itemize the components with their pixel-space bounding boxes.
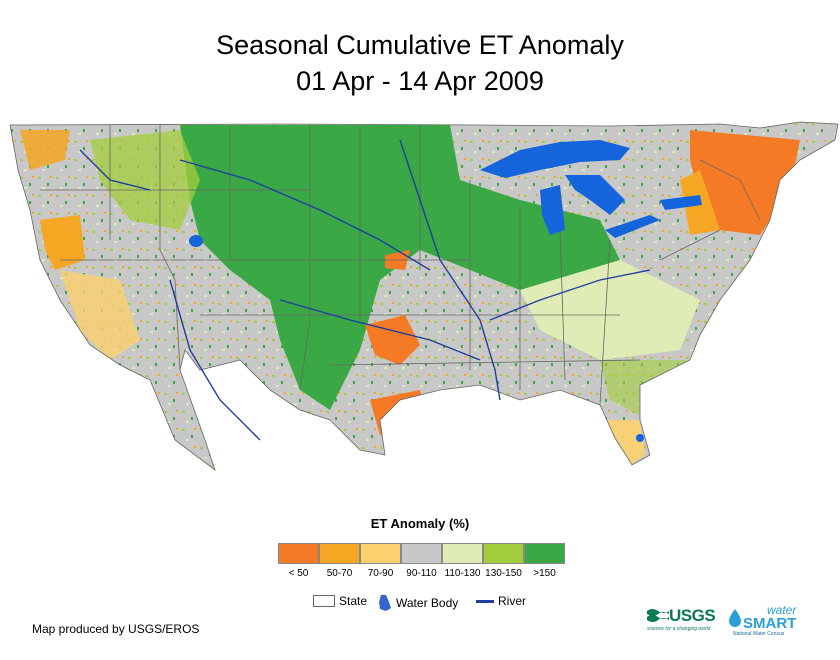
et-anomaly-map bbox=[9, 121, 839, 471]
rivers bbox=[79, 139, 651, 441]
usgs-logo-text: USGS bbox=[669, 606, 716, 625]
legend-river: River bbox=[476, 594, 526, 608]
legend-title: ET Anomaly (%) bbox=[370, 516, 470, 531]
lake-erie bbox=[605, 215, 660, 238]
legend-swatch-label: 110-130 bbox=[444, 568, 481, 579]
watersmart-tagline: National Water Census bbox=[733, 631, 785, 637]
legend-swatch-label: 50-70 bbox=[326, 568, 353, 579]
great-salt-lake bbox=[189, 235, 203, 247]
watersmart-logo: water SMART National Water Census bbox=[727, 604, 796, 637]
credit-text: Map produced by USGS/EROS bbox=[32, 622, 200, 636]
legend-swatch bbox=[278, 543, 319, 564]
lake-michigan bbox=[540, 185, 565, 235]
legend-state-label: State bbox=[339, 594, 368, 608]
legend-swatch-label: >150 bbox=[533, 568, 556, 579]
usgs-logo: USGS science for a changing world bbox=[647, 606, 716, 632]
legend-swatch-label: 90-110 bbox=[406, 568, 437, 579]
water-bodies bbox=[189, 140, 702, 442]
legend-swatch bbox=[360, 543, 401, 564]
lake-superior bbox=[480, 140, 630, 178]
legend-water-body-label: Water Body bbox=[396, 596, 459, 610]
legend-river-label: River bbox=[498, 594, 527, 608]
watersmart-top-text: water bbox=[766, 603, 797, 617]
lake-huron bbox=[565, 175, 625, 215]
legend-swatch bbox=[483, 543, 524, 564]
legend-swatch bbox=[524, 543, 565, 564]
legend-swatch bbox=[319, 543, 360, 564]
lake-okeechobee bbox=[636, 434, 644, 442]
usgs-tagline: science for a changing world bbox=[647, 626, 711, 632]
legend-swatch bbox=[442, 543, 483, 564]
legend-swatch-label: 70-90 bbox=[367, 568, 394, 579]
legend-swatch-label: < 50 bbox=[288, 568, 309, 579]
water-drop-logo-icon bbox=[729, 608, 741, 627]
map-title: Seasonal Cumulative ET Anomaly bbox=[216, 30, 624, 60]
state-swatch-icon bbox=[313, 595, 335, 607]
legend-swatch-label: 130-150 bbox=[485, 568, 522, 579]
legend-state: State bbox=[313, 594, 367, 608]
map-date-range: 01 Apr - 14 Apr 2009 bbox=[296, 66, 544, 96]
water-drop-icon bbox=[379, 595, 391, 611]
lake-ontario bbox=[660, 195, 702, 210]
state-boundaries bbox=[9, 121, 839, 471]
legend-water-body: Water Body bbox=[377, 594, 458, 612]
legend-swatch bbox=[401, 543, 442, 564]
river-line-icon bbox=[476, 599, 494, 603]
usgs-wave-icon bbox=[647, 609, 669, 622]
watersmart-main-text: SMART bbox=[743, 615, 797, 632]
